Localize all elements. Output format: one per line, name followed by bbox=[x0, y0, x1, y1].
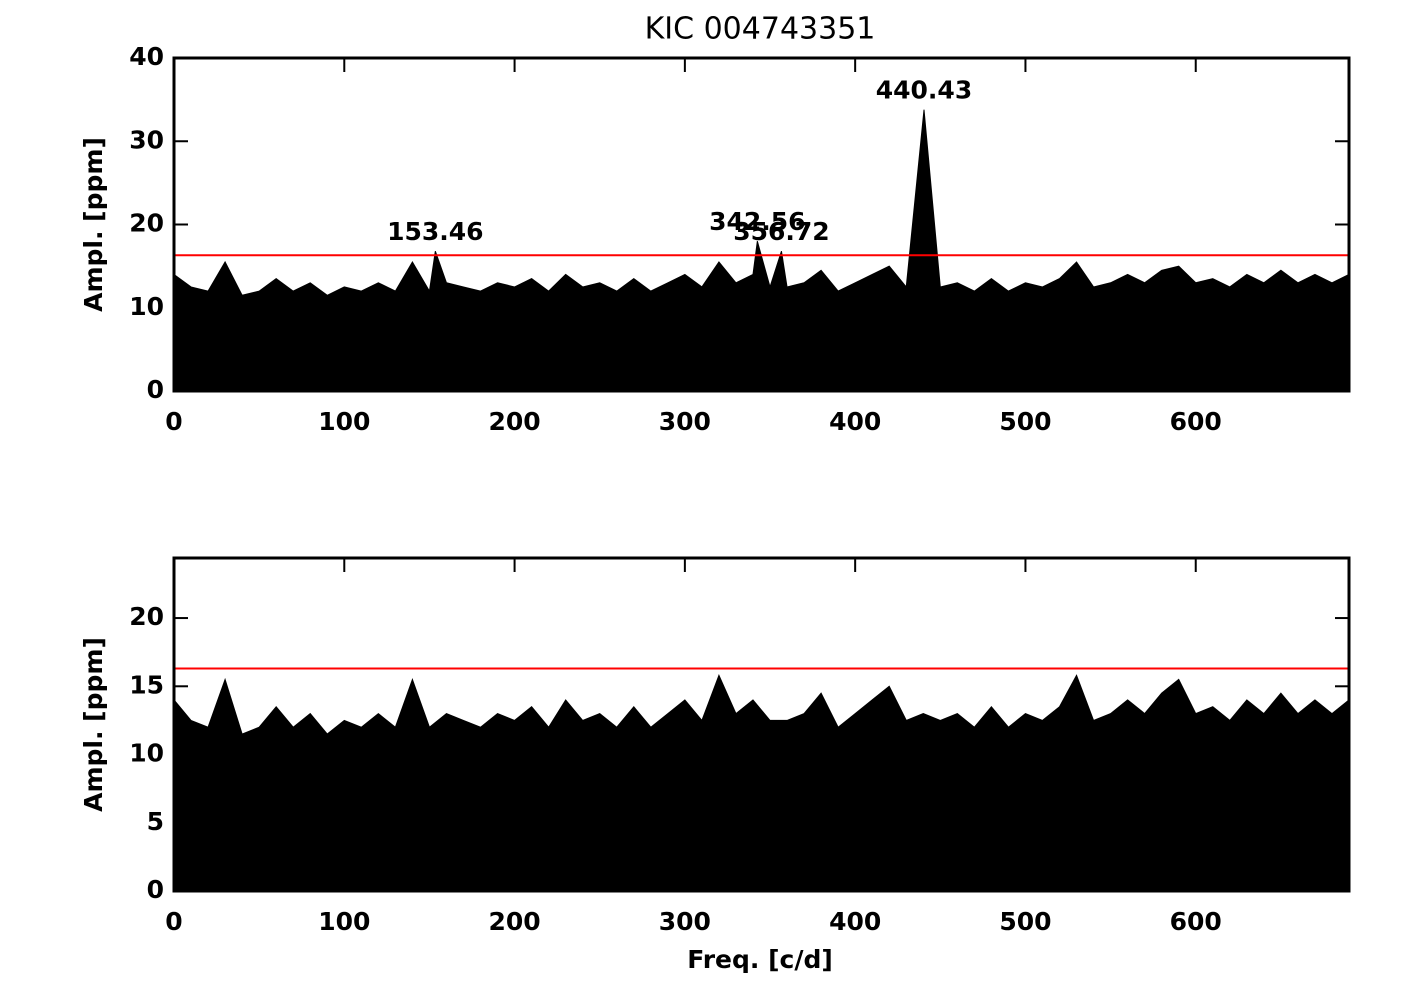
x-tick-label: 300 bbox=[659, 407, 711, 436]
plot-frame bbox=[172, 556, 1351, 893]
x-tick-label: 200 bbox=[488, 907, 540, 936]
x-tick-label: 500 bbox=[999, 907, 1051, 936]
y-tick-label: 20 bbox=[129, 209, 164, 238]
y-tick-label: 5 bbox=[147, 807, 164, 836]
y-tick-label: 0 bbox=[147, 875, 164, 904]
y-tick-label: 10 bbox=[129, 739, 164, 768]
x-tick-label: 300 bbox=[659, 907, 711, 936]
peak-label: 440.43 bbox=[876, 76, 972, 105]
y-tick-label: 10 bbox=[129, 292, 164, 321]
x-tick-label: 0 bbox=[165, 407, 182, 436]
y-axis-label: Ampl. [ppm] bbox=[79, 637, 108, 812]
x-tick-label: 100 bbox=[318, 907, 370, 936]
y-tick-label: 30 bbox=[129, 125, 164, 154]
x-axis-label: Freq. [c/d] bbox=[687, 945, 833, 974]
chart-title: KIC 004743351 bbox=[645, 12, 876, 47]
y-axis-label: Ampl. [ppm] bbox=[79, 137, 108, 312]
x-tick-label: 400 bbox=[829, 907, 881, 936]
x-tick-label: 200 bbox=[488, 407, 540, 436]
x-tick-label: 600 bbox=[1170, 907, 1222, 936]
y-tick-label: 0 bbox=[147, 375, 164, 404]
y-tick-label: 20 bbox=[129, 602, 164, 631]
peak-label: 153.46 bbox=[387, 217, 483, 246]
x-tick-label: 100 bbox=[318, 407, 370, 436]
x-tick-label: 500 bbox=[999, 407, 1051, 436]
y-tick-label: 40 bbox=[129, 42, 164, 71]
peak-label: 342.56 bbox=[709, 207, 805, 236]
y-tick-label: 15 bbox=[129, 670, 164, 699]
spectrum-area bbox=[173, 674, 1350, 892]
x-tick-label: 0 bbox=[165, 907, 182, 936]
spectrum-area bbox=[173, 109, 1350, 392]
x-tick-label: 600 bbox=[1170, 407, 1222, 436]
x-tick-label: 400 bbox=[829, 407, 881, 436]
peak-label: 356.72 bbox=[733, 217, 829, 246]
